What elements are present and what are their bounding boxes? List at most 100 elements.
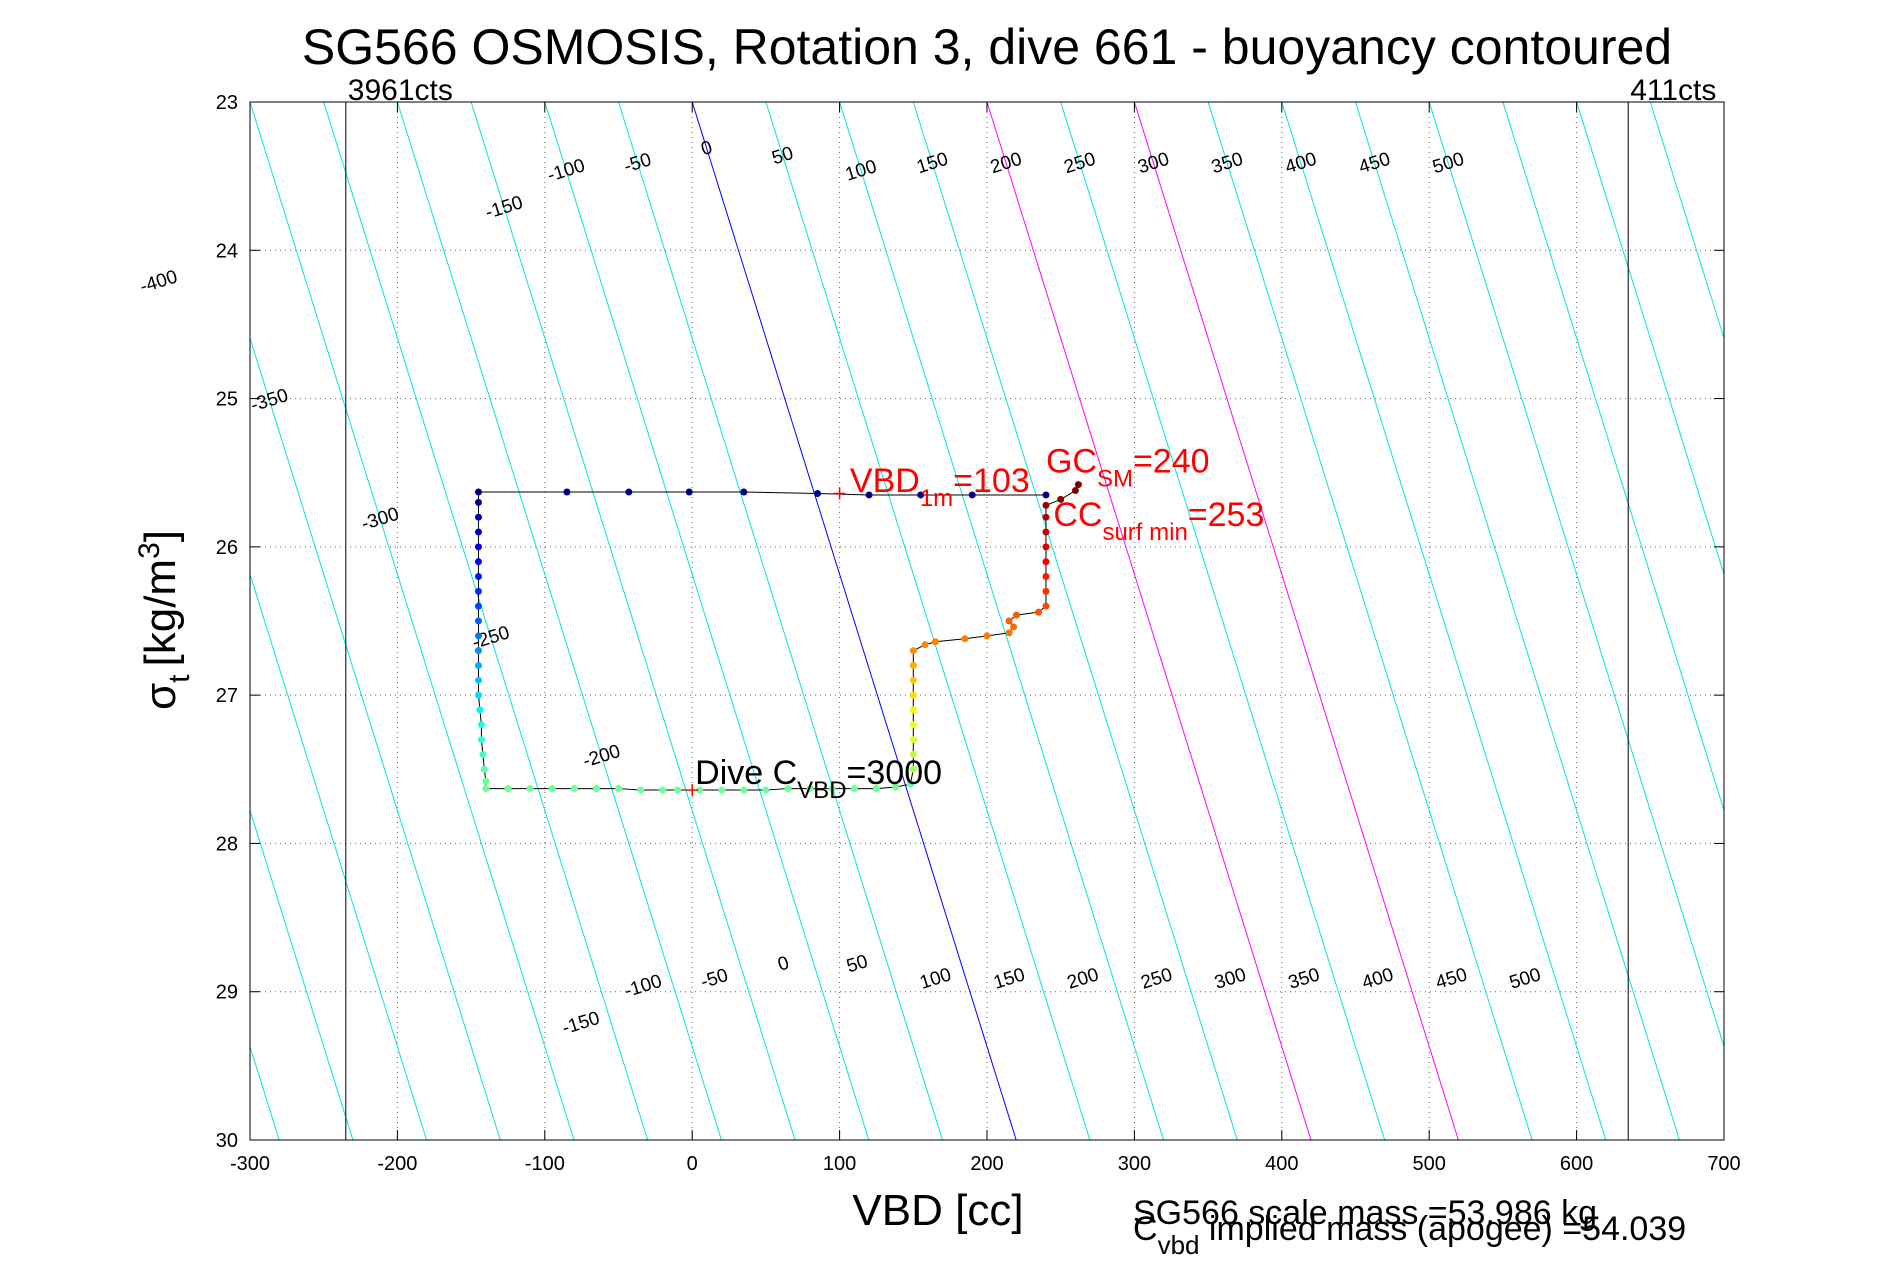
data-point bbox=[1074, 481, 1082, 489]
data-point bbox=[909, 676, 917, 684]
contour-line bbox=[618, 102, 943, 1140]
data-point bbox=[1042, 573, 1050, 581]
data-point bbox=[906, 780, 914, 788]
contour-line bbox=[1060, 102, 1386, 1140]
data-point bbox=[983, 632, 991, 640]
data-point bbox=[1005, 629, 1013, 637]
data-point bbox=[625, 488, 633, 496]
y-tick-label: 27 bbox=[216, 685, 238, 707]
data-point bbox=[931, 638, 939, 646]
data-point bbox=[696, 786, 704, 794]
annotation-value: =253 bbox=[1188, 496, 1265, 534]
contour-line bbox=[1798, 102, 1891, 1140]
annotation-sub: surf min bbox=[1102, 519, 1187, 546]
x-axis-label: VBD [cc] bbox=[852, 1186, 1023, 1235]
data-point bbox=[474, 543, 482, 551]
data-point bbox=[909, 661, 917, 669]
contour-line bbox=[1133, 102, 1459, 1140]
contour-label: 0 bbox=[775, 953, 791, 976]
annotation-sub: VBD bbox=[797, 777, 846, 804]
contours bbox=[250, 102, 1891, 1140]
data-point bbox=[480, 765, 488, 773]
data-point bbox=[482, 785, 490, 793]
data-point bbox=[909, 765, 917, 773]
contour-line bbox=[1207, 102, 1533, 1140]
contour-line bbox=[250, 336, 501, 1140]
annotation-main: GC bbox=[1046, 443, 1097, 481]
y-tick-label: 30 bbox=[216, 1130, 238, 1152]
data-point bbox=[921, 641, 929, 649]
data-point bbox=[762, 786, 770, 794]
data-point bbox=[592, 785, 600, 793]
contour-line bbox=[1355, 102, 1680, 1140]
data-point bbox=[1057, 495, 1065, 503]
data-point bbox=[477, 721, 485, 729]
contour-line bbox=[250, 572, 428, 1140]
data-point bbox=[909, 736, 917, 744]
data-point bbox=[917, 491, 925, 499]
data-point bbox=[872, 785, 880, 793]
data-point bbox=[1042, 501, 1050, 509]
data-point bbox=[474, 498, 482, 506]
data-point bbox=[1010, 623, 1018, 631]
implied-mass-c: C bbox=[1133, 1210, 1158, 1248]
contour-label: 0 bbox=[699, 137, 715, 160]
contour-line bbox=[323, 102, 649, 1140]
data-point bbox=[784, 785, 792, 793]
contour-line bbox=[396, 102, 722, 1140]
contour-label: -400 bbox=[138, 266, 181, 297]
contour-label: 150 bbox=[991, 964, 1028, 993]
data-point bbox=[740, 786, 748, 794]
contour-label: 400 bbox=[1283, 149, 1320, 178]
contour-label: -100 bbox=[622, 971, 665, 1002]
contour-label: 300 bbox=[1212, 964, 1249, 993]
x-tick-label: 0 bbox=[687, 1153, 698, 1175]
contour-line bbox=[912, 102, 1238, 1140]
x-tick-label: 400 bbox=[1265, 1153, 1298, 1175]
data-point bbox=[637, 786, 645, 794]
data-point bbox=[740, 488, 748, 496]
y-tick-label: 23 bbox=[216, 92, 238, 114]
data-point bbox=[1042, 491, 1050, 499]
contour-label: 500 bbox=[1507, 964, 1544, 993]
contour-line bbox=[839, 102, 1165, 1140]
data-point bbox=[909, 647, 917, 655]
data-point bbox=[1042, 558, 1050, 566]
data-point bbox=[1042, 513, 1050, 521]
y-axis-label: σt [kg/m3] bbox=[133, 530, 196, 710]
y-axis-label-sup: 3 bbox=[133, 542, 166, 559]
contour-label: 350 bbox=[1286, 964, 1323, 993]
data-point bbox=[1012, 611, 1020, 619]
contour-label: 400 bbox=[1360, 964, 1397, 993]
data-point bbox=[909, 750, 917, 758]
data-point bbox=[685, 488, 693, 496]
data-point bbox=[659, 786, 667, 794]
data-point bbox=[961, 635, 969, 643]
data-point bbox=[474, 558, 482, 566]
annotation-value: =103 bbox=[953, 462, 1030, 500]
y-tick-label: 24 bbox=[216, 240, 238, 262]
data-point bbox=[718, 786, 726, 794]
data-point bbox=[806, 785, 814, 793]
data-point bbox=[1035, 608, 1043, 616]
data-point bbox=[474, 573, 482, 581]
series bbox=[474, 481, 1082, 794]
data-point bbox=[909, 706, 917, 714]
data-point bbox=[865, 491, 873, 499]
contour-line bbox=[250, 808, 354, 1140]
y-axis-label-close: ] bbox=[136, 530, 185, 542]
x-tick-label: 600 bbox=[1560, 1153, 1593, 1175]
data-point bbox=[850, 785, 858, 793]
data-point bbox=[548, 785, 556, 793]
contour-line bbox=[691, 102, 1017, 1140]
data-point bbox=[474, 602, 482, 610]
x-tick-label: 200 bbox=[970, 1153, 1003, 1175]
contour-line bbox=[1649, 102, 1724, 340]
contour-line bbox=[250, 102, 575, 1140]
annotation-sub: SM bbox=[1097, 466, 1133, 493]
annotation: VBD1m=103 bbox=[850, 462, 1030, 512]
data-point bbox=[1005, 617, 1013, 625]
